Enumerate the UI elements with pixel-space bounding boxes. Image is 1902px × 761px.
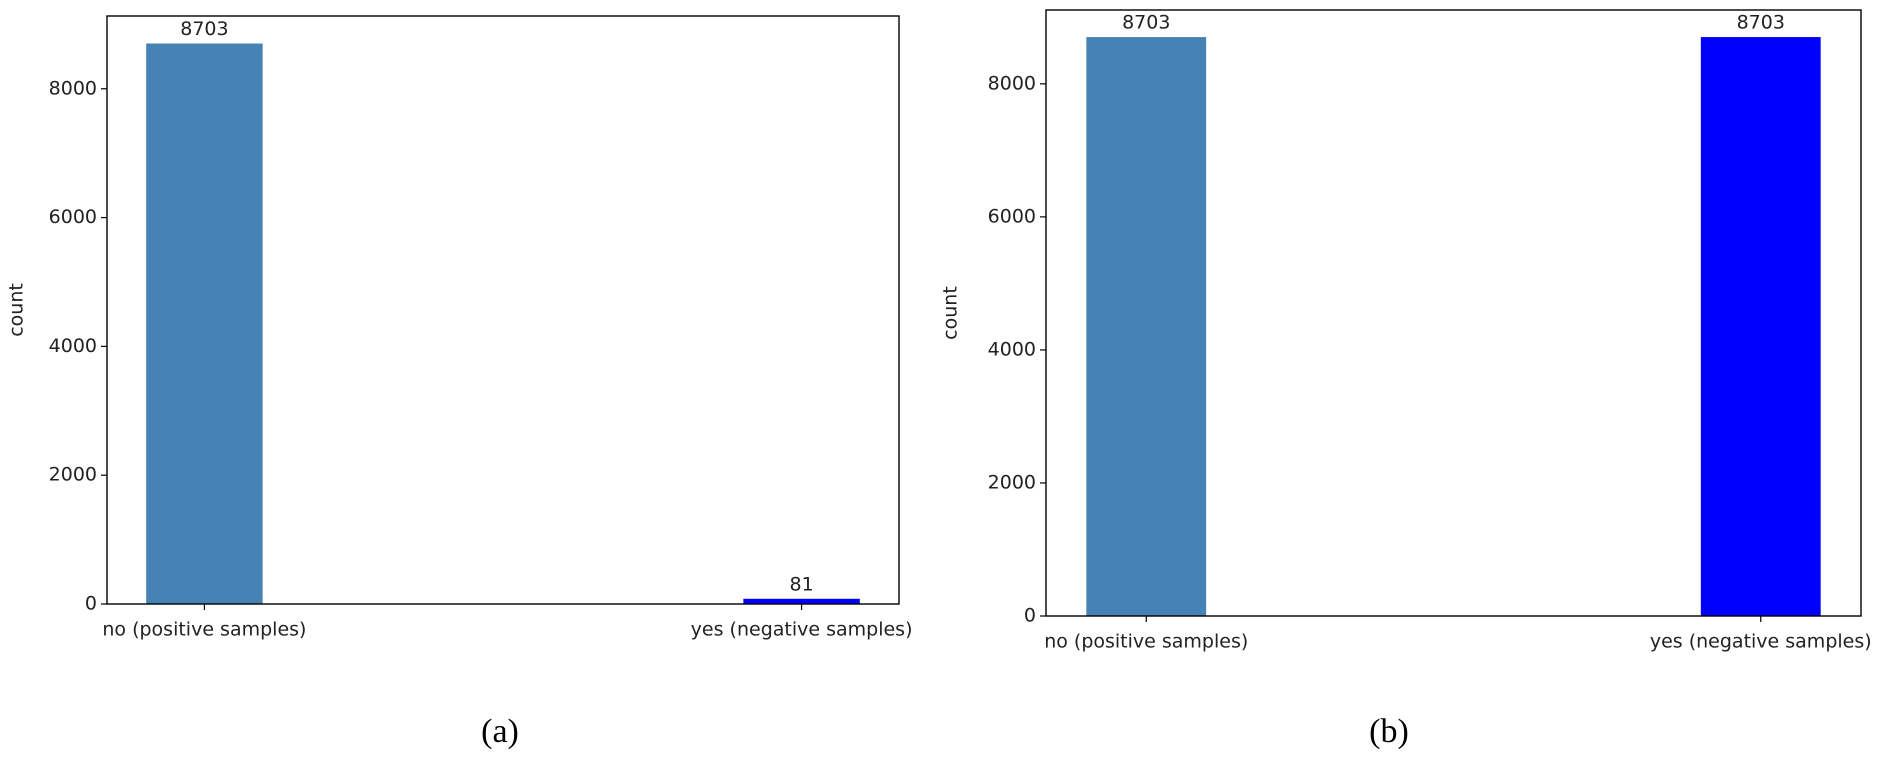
y-tick-label: 2000 xyxy=(49,464,97,486)
bar xyxy=(146,43,263,604)
y-tick-label: 8000 xyxy=(988,72,1036,94)
value-label: 81 xyxy=(789,573,813,595)
y-tick-label: 0 xyxy=(1024,605,1036,627)
plot-frame xyxy=(106,15,900,605)
value-label: 8703 xyxy=(1122,12,1170,34)
value-label: 8703 xyxy=(1737,12,1785,34)
x-tick-label: yes (negative samples) xyxy=(691,619,913,641)
value-label: 8703 xyxy=(180,18,228,40)
y-tick-label: 8000 xyxy=(49,77,97,99)
bar xyxy=(743,598,860,604)
bar xyxy=(1086,37,1207,616)
caption: (a) xyxy=(481,713,519,750)
y-tick-label: 6000 xyxy=(49,206,97,228)
y-axis-label: count xyxy=(940,286,962,340)
caption: (b) xyxy=(1369,713,1409,750)
y-tick-label: 0 xyxy=(85,593,97,615)
y-tick-label: 4000 xyxy=(49,335,97,357)
x-tick-label: yes (negative samples) xyxy=(1650,631,1872,653)
y-tick-label: 4000 xyxy=(988,338,1036,360)
y-tick-label: 6000 xyxy=(988,205,1036,227)
plot-frame xyxy=(1045,9,1862,617)
bar xyxy=(1700,37,1821,616)
y-axis-label: count xyxy=(6,283,28,337)
x-tick-label: no (positive samples) xyxy=(1044,631,1248,653)
x-tick-label: no (positive samples) xyxy=(102,619,306,641)
y-tick-label: 2000 xyxy=(988,471,1036,493)
